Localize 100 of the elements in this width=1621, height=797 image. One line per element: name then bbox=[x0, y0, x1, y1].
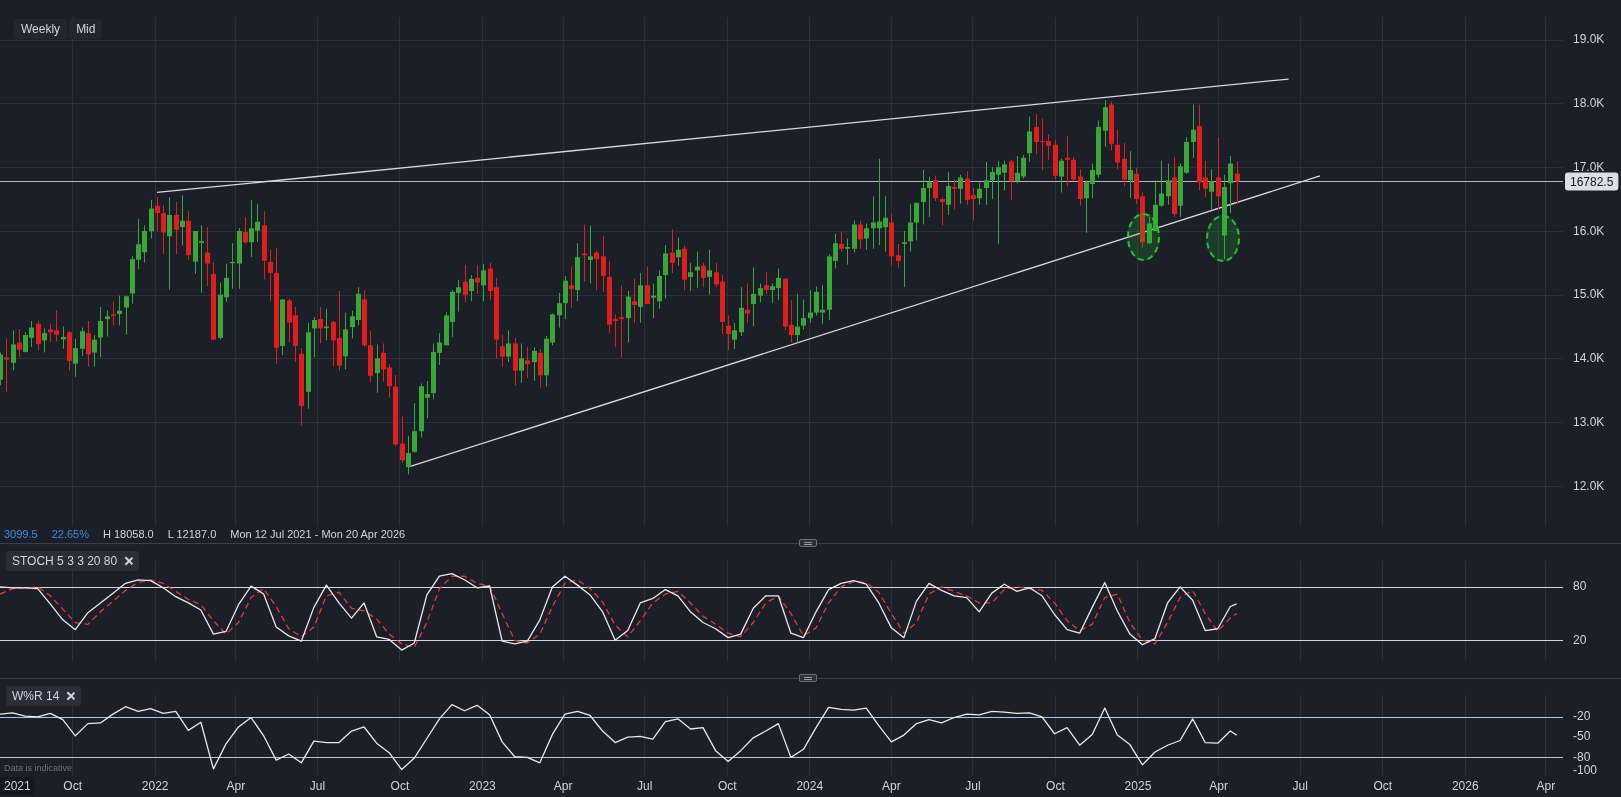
candlestick bbox=[1009, 159, 1014, 201]
y-tick-label: -80 bbox=[1573, 749, 1591, 764]
candlestick bbox=[946, 171, 951, 216]
y-tick-label: 13.0K bbox=[1573, 414, 1605, 429]
candlestick bbox=[619, 284, 624, 358]
x-tick-label: 2024 bbox=[796, 778, 824, 793]
candlestick bbox=[688, 262, 693, 292]
candlestick bbox=[463, 264, 468, 303]
candlestick bbox=[149, 199, 154, 240]
x-tick-label: Apr bbox=[553, 778, 573, 793]
candlestick bbox=[80, 327, 85, 357]
candlestick bbox=[180, 194, 185, 247]
candlestick bbox=[601, 235, 606, 293]
annotation: Weekly bbox=[14, 19, 68, 39]
candlestick bbox=[984, 161, 989, 206]
text: L 12187.0 bbox=[167, 528, 217, 540]
candlestick bbox=[1235, 161, 1240, 205]
candlestick bbox=[1103, 99, 1108, 148]
candlestick bbox=[1065, 135, 1070, 187]
candlestick bbox=[676, 237, 681, 267]
candlestick bbox=[902, 230, 907, 288]
y-tick-label: 15.0K bbox=[1573, 287, 1605, 302]
candlestick bbox=[632, 278, 637, 324]
x-tick-label: 2025 bbox=[1124, 778, 1152, 793]
x-tick-label: 2026 bbox=[1451, 778, 1479, 793]
y-tick-label: 17.0K bbox=[1573, 159, 1605, 174]
candlestick bbox=[1216, 136, 1221, 210]
y-tick-label: -20 bbox=[1573, 709, 1591, 724]
candlestick bbox=[481, 263, 486, 302]
candlestick bbox=[751, 267, 756, 328]
x-tick-label: Oct bbox=[1373, 778, 1393, 793]
candlestick bbox=[11, 329, 16, 371]
candlestick bbox=[908, 203, 913, 253]
candlestick bbox=[801, 298, 806, 330]
candlestick bbox=[845, 237, 850, 266]
candlestick bbox=[4, 337, 9, 393]
text: 2021 bbox=[0, 777, 35, 795]
y-tick-label: 18.0K bbox=[1573, 96, 1605, 111]
candlestick bbox=[1209, 168, 1214, 210]
candlestick bbox=[1027, 116, 1032, 163]
candlestick bbox=[1166, 163, 1171, 206]
x-tick-label: Apr bbox=[882, 778, 901, 793]
candlestick bbox=[839, 231, 844, 253]
candlestick bbox=[1078, 168, 1083, 207]
candlestick bbox=[532, 346, 537, 382]
candlestick bbox=[475, 264, 480, 295]
candlestick bbox=[1128, 150, 1133, 199]
candlestick bbox=[161, 205, 166, 255]
x-tick-label: Apr bbox=[226, 778, 246, 793]
candlestick bbox=[764, 271, 769, 295]
candlestick bbox=[17, 328, 22, 358]
candlestick bbox=[86, 320, 91, 368]
x-tick-label: Jul bbox=[1292, 778, 1308, 793]
candlestick bbox=[155, 196, 160, 232]
x-tick-label: Oct bbox=[63, 778, 83, 793]
y-tick-label: 80 bbox=[1573, 579, 1587, 594]
candlestick bbox=[858, 220, 863, 250]
candlestick bbox=[940, 196, 945, 226]
candlestick bbox=[400, 416, 405, 464]
candlestick bbox=[927, 176, 932, 218]
y-tick-label: 16.0K bbox=[1573, 223, 1605, 238]
candlestick bbox=[588, 224, 593, 284]
text: Mon 12 Jul 2021 - Mon 20 Apr 2026 bbox=[230, 528, 406, 540]
candlestick bbox=[1059, 158, 1064, 194]
candlestick bbox=[312, 316, 317, 358]
candlestick bbox=[111, 300, 116, 326]
x-tick-label: 2022 bbox=[141, 778, 169, 793]
candlestick bbox=[914, 202, 919, 241]
candlestick bbox=[638, 272, 643, 324]
x-tick-label: Apr bbox=[1209, 778, 1228, 793]
candlestick bbox=[469, 274, 474, 302]
y-tick-label: 14.0K bbox=[1573, 351, 1605, 366]
x-tick-label: Apr bbox=[1536, 778, 1556, 793]
candlestick bbox=[958, 174, 963, 205]
x-tick-label: Oct bbox=[1046, 778, 1066, 793]
candlestick bbox=[73, 338, 78, 378]
candlestick bbox=[626, 290, 631, 343]
candlestick bbox=[594, 250, 599, 291]
candlestick bbox=[375, 343, 380, 394]
annotation: Data is indicative bbox=[4, 763, 73, 773]
candlestick bbox=[896, 243, 901, 268]
candlestick bbox=[92, 334, 97, 368]
candlestick bbox=[42, 327, 47, 354]
candlestick bbox=[412, 402, 417, 454]
candlestick bbox=[406, 435, 411, 475]
candlestick bbox=[519, 342, 524, 384]
candlestick bbox=[758, 282, 763, 303]
candlestick bbox=[174, 201, 179, 255]
x-tick-label: Oct bbox=[390, 778, 410, 793]
candlestick bbox=[167, 196, 172, 291]
candlestick bbox=[205, 226, 210, 287]
candlestick bbox=[268, 249, 273, 302]
candlestick bbox=[645, 266, 650, 305]
text: H 18058.0 bbox=[102, 528, 154, 540]
candlestick bbox=[864, 222, 869, 251]
candlestick bbox=[795, 293, 800, 343]
candlestick bbox=[318, 306, 323, 344]
candlestick bbox=[525, 346, 530, 379]
candlestick bbox=[569, 266, 574, 309]
candlestick bbox=[1228, 155, 1233, 214]
